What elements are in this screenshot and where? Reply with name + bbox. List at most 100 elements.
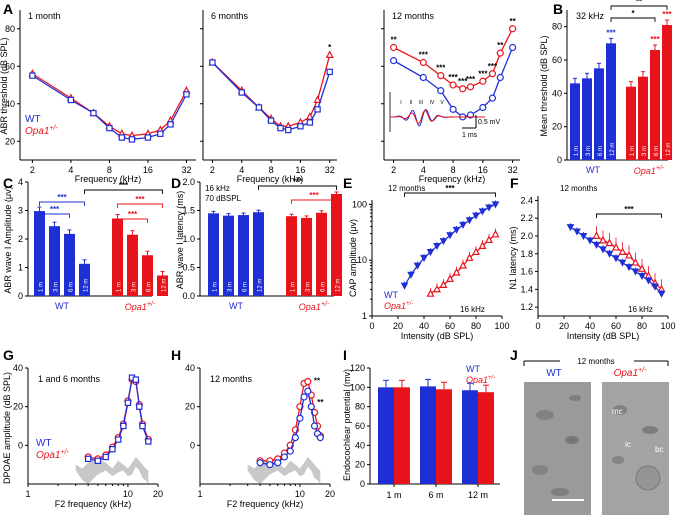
panel-e-freq: 16 kHz xyxy=(460,305,485,314)
panel-g-wt-point xyxy=(132,376,140,383)
panel-g-wt-line xyxy=(88,376,149,462)
panel-c-bracket-label: *** xyxy=(57,193,67,202)
panel-e-wt-point xyxy=(465,217,474,225)
panel-e-opa1-point xyxy=(465,253,474,261)
panel-h-ytick-label: 20 xyxy=(185,402,195,412)
panel-d-bar xyxy=(223,215,234,296)
panel-j-label-mc: mc xyxy=(612,407,623,416)
panel-c-bracket xyxy=(117,218,148,223)
panel-a1-wt-point xyxy=(128,136,136,143)
panel-a1-wt-point xyxy=(167,121,174,128)
panel-a1-wt-point xyxy=(157,130,164,137)
panel-b-bar xyxy=(570,83,580,160)
panel-a3-wt-point xyxy=(509,43,517,52)
panel-c-bracket-label: *** xyxy=(135,195,145,204)
panel-f-opa1-point xyxy=(605,238,614,247)
panel-h-wt-point xyxy=(274,459,282,467)
inset-scale-v-label: 0.5 mV xyxy=(478,119,501,126)
panel-d-bracket xyxy=(258,185,337,190)
panel-i-ytick-label: 80 xyxy=(355,402,365,412)
panel-g-legend-wt: WT xyxy=(36,438,52,449)
panel-h-ytick-label: 40 xyxy=(185,363,195,373)
panel-d-group-opa1-name: Opa1 xyxy=(299,302,321,312)
panel-f-wt-point xyxy=(644,277,653,285)
panel-a3-opa1-point xyxy=(449,81,457,89)
panel-j-title: 12 months xyxy=(577,357,614,366)
panel-i-ytick-label: 100 xyxy=(350,382,365,392)
panel-a1-ytick-label: 60 xyxy=(5,61,15,71)
panel-d-subtitle: 16 kHz xyxy=(205,184,230,193)
panel-h-wt-point xyxy=(296,414,304,422)
panel-g-ytick-label: 0 xyxy=(18,440,23,450)
panel-e-wt-point xyxy=(439,238,448,246)
panel-a2-opa1-point xyxy=(305,112,314,120)
panel-c-bracket xyxy=(84,189,163,194)
panel-f-opa1-point xyxy=(599,235,607,244)
panel-b-bar-label: 12 m xyxy=(610,143,616,156)
panel-a1-ytick-label: 80 xyxy=(5,24,15,34)
panel-g-ytick-label: 40 xyxy=(13,363,23,373)
panel-a2-wt-point xyxy=(267,117,275,124)
panel-j-wt-label: WT xyxy=(546,368,562,379)
panel-f-wt-point xyxy=(657,290,666,298)
panel-c-bracket xyxy=(39,213,70,218)
panel-c-ytick-label: 1 xyxy=(18,263,23,273)
panel-a2-xlabel: Frequency (kHz) xyxy=(237,174,304,184)
panel-i-ytick-label: 0 xyxy=(360,479,365,489)
panel-e-xtick-label: 60 xyxy=(445,321,455,331)
opa-cell-3 xyxy=(635,465,661,491)
panel-h-sig: ** xyxy=(317,398,324,407)
panel-e-opa1-point xyxy=(426,289,435,297)
panel-a2-xtick-label: 2 xyxy=(210,165,215,175)
panel-g-opa1-line xyxy=(88,378,149,460)
panel-h-xtick-label: 1 xyxy=(197,489,202,499)
panel-h-wt-point xyxy=(266,461,274,469)
panel-i-ytick-label: 120 xyxy=(350,363,365,373)
panel-e-opa1-point xyxy=(446,274,454,283)
panel-h-ytick-label: 0 xyxy=(190,440,195,450)
panel-h-wt-point xyxy=(316,434,324,442)
panel-a1-legend-opa1-sup: +/- xyxy=(49,125,58,132)
panel-b-bar-label: 1 m xyxy=(630,146,636,156)
panel-a1-wt-point xyxy=(118,134,126,141)
panel-d-bar xyxy=(238,215,249,296)
panel-b-bar xyxy=(594,68,604,160)
panel-c-bar xyxy=(49,226,60,296)
panel-a2-wt-point xyxy=(255,104,263,111)
panel-a3-sig: *** xyxy=(448,73,458,82)
panel-d-bracket xyxy=(291,199,337,204)
micrograph-opa1 xyxy=(602,382,669,515)
panel-d-bar xyxy=(208,213,219,296)
panel-e-opa1-point xyxy=(439,280,448,288)
panel-f-wt-point xyxy=(566,224,575,232)
panel-d-bar xyxy=(253,212,264,296)
panel-j-opa1-sup: +/- xyxy=(638,367,647,374)
panel-f-wt-point xyxy=(579,233,588,241)
panel-d-ylabel: ABR wave I latency (ms) xyxy=(175,191,185,290)
opa-cell-1 xyxy=(613,405,627,415)
panel-e-wt-point xyxy=(407,271,415,279)
panel-e-wt-point xyxy=(413,262,422,270)
panel-a3-sig: ** xyxy=(510,17,517,26)
panel-a2-wt-point xyxy=(209,59,216,66)
panel-b-bar-label: 6 m xyxy=(598,146,604,156)
panel-f-subtitle: 12 months xyxy=(560,184,597,193)
panel-e-wt-point xyxy=(426,249,435,257)
panel-letter-c: C xyxy=(3,175,13,191)
panel-b-bar-label: 1 m xyxy=(574,146,580,156)
panel-e-ytick-label: 1 xyxy=(362,311,367,321)
panel-a3-inset: I II III IV V0.5 mV1 ms xyxy=(389,92,501,139)
panel-c: 0 1 2 3 4 1 m 3 m 6 m 12 m 1 m 3 m 6 m 12 m WT Opa1+/-… xyxy=(3,177,168,312)
panel-e-xtick-label: 40 xyxy=(419,321,429,331)
panel-a3-sig: ** xyxy=(497,41,504,50)
panel-c-bracket xyxy=(117,203,163,208)
panel-c-bar-label: 6 m xyxy=(69,282,75,292)
panel-j-label-bc: bc xyxy=(655,445,663,454)
panel-i-bar xyxy=(378,387,394,484)
panel-d-subtitle2: 70 dBSPL xyxy=(205,194,242,203)
panel-b-bracket xyxy=(610,17,656,22)
panel-a3-opa1-point xyxy=(389,43,398,52)
panel-g-wt-point xyxy=(102,453,109,461)
panel-g-legend-opa1-sup: +/- xyxy=(60,449,69,456)
